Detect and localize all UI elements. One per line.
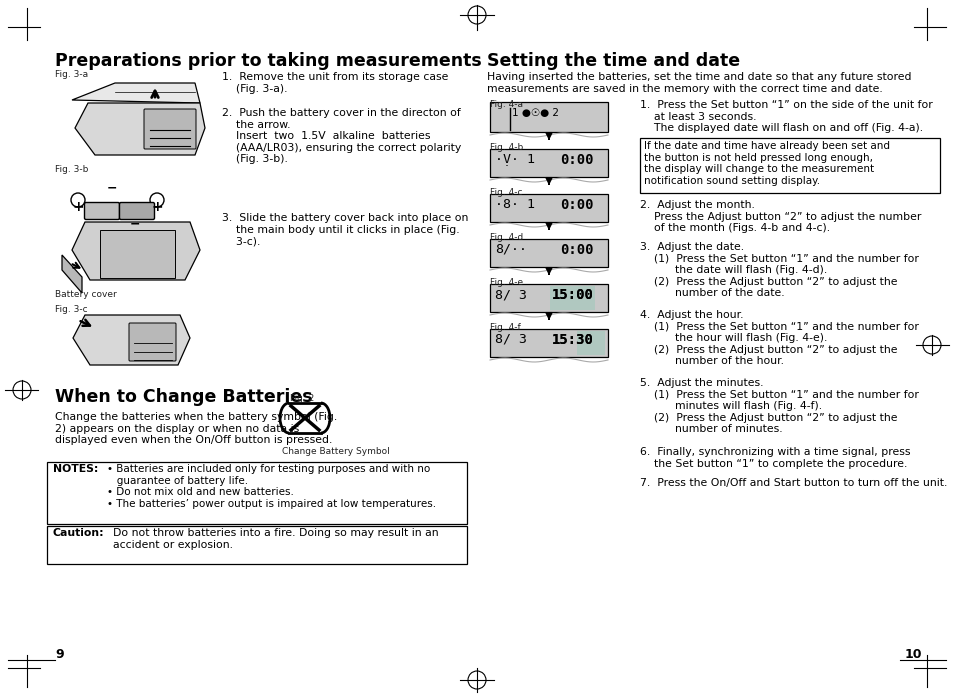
- Text: 4.  Adjust the hour.
    (1)  Press the Set button “1” and the number for
      : 4. Adjust the hour. (1) Press the Set bu…: [639, 310, 918, 366]
- Bar: [47, 462, 467, 524]
- Text: Fig. 3-b: Fig. 3-b: [55, 165, 89, 174]
- Text: 2.  Push the battery cover in the directon of
    the arrow.
    Insert  two  1.: 2. Push the battery cover in the directo…: [222, 108, 460, 165]
- Text: 6.  Finally, synchronizing with a time signal, press
    the Set button “1” to c: 6. Finally, synchronizing with a time si…: [639, 447, 909, 468]
- Text: 10: 10: [904, 648, 922, 661]
- Text: When to Change Batteries: When to Change Batteries: [55, 388, 313, 406]
- Bar: [490, 194, 607, 222]
- Bar: [550, 286, 595, 310]
- Text: 1 ●☉● 2: 1 ●☉● 2: [512, 108, 558, 118]
- Text: ·Ṿ· 1: ·Ṿ· 1: [495, 153, 535, 166]
- Bar: [47, 526, 467, 564]
- FancyBboxPatch shape: [119, 202, 154, 220]
- Text: 8/··: 8/··: [495, 243, 526, 256]
- Text: Caution:: Caution:: [53, 528, 105, 538]
- Text: 1.  Press the Set button “1” on the side of the unit for
    at least 3 seconds.: 1. Press the Set button “1” on the side …: [639, 100, 932, 133]
- Text: 0:00: 0:00: [559, 198, 593, 212]
- Text: • Batteries are included only for testing purposes and with no
   guarantee of b: • Batteries are included only for testin…: [107, 464, 436, 509]
- Polygon shape: [71, 222, 200, 280]
- Text: NOTES:: NOTES:: [53, 464, 98, 474]
- Text: 15:00: 15:00: [552, 288, 594, 302]
- Text: 2.  Adjust the month.
    Press the Adjust button “2” to adjust the number
    o: 2. Adjust the month. Press the Adjust bu…: [639, 200, 921, 234]
- Text: Change the batteries when the battery symbol (Fig.
2) appears on the display or : Change the batteries when the battery sy…: [55, 412, 337, 445]
- Bar: [639, 138, 939, 193]
- Polygon shape: [62, 255, 82, 293]
- Text: 8/ 3: 8/ 3: [495, 288, 526, 301]
- Text: 1.  Remove the unit from its storage case
    (Fig. 3-a).: 1. Remove the unit from its storage case…: [222, 72, 448, 94]
- Text: +: +: [151, 200, 163, 214]
- FancyBboxPatch shape: [85, 202, 119, 220]
- Text: Fig. 4-b: Fig. 4-b: [490, 143, 522, 152]
- Bar: [490, 149, 607, 177]
- FancyBboxPatch shape: [129, 323, 175, 361]
- Text: Preparations prior to taking measurements: Preparations prior to taking measurement…: [55, 52, 481, 70]
- Text: Battery cover: Battery cover: [55, 290, 116, 299]
- Bar: [490, 102, 607, 132]
- Text: 3.  Adjust the date.
    (1)  Press the Set button “1” and the number for
      : 3. Adjust the date. (1) Press the Set bu…: [639, 242, 918, 298]
- Text: Fig. 4-f: Fig. 4-f: [490, 323, 520, 332]
- FancyBboxPatch shape: [144, 109, 195, 149]
- Text: Fig. 3-c: Fig. 3-c: [55, 305, 88, 314]
- Text: +: +: [72, 200, 84, 214]
- Polygon shape: [71, 83, 200, 103]
- Text: Change Battery Symbol: Change Battery Symbol: [282, 447, 390, 456]
- Text: 9: 9: [55, 648, 64, 661]
- Text: −: −: [130, 218, 140, 231]
- Text: Fig. 4-a: Fig. 4-a: [490, 100, 522, 109]
- Bar: [490, 329, 607, 357]
- Text: Fig. 2: Fig. 2: [290, 394, 314, 403]
- FancyBboxPatch shape: [100, 230, 174, 278]
- Polygon shape: [73, 315, 190, 365]
- Text: 0:00: 0:00: [559, 243, 593, 257]
- Bar: [577, 331, 604, 355]
- Text: Setting the time and date: Setting the time and date: [486, 52, 740, 70]
- Text: If the date and time have already been set and
the button is not held pressed lo: If the date and time have already been s…: [643, 141, 889, 186]
- Text: ·8· 1: ·8· 1: [495, 198, 535, 211]
- Text: 8/ 3: 8/ 3: [495, 333, 526, 346]
- Text: measurements are saved in the memory with the correct time and date.: measurements are saved in the memory wit…: [486, 84, 882, 94]
- Text: 0:00: 0:00: [559, 153, 593, 167]
- Text: 15:30: 15:30: [552, 333, 594, 347]
- Bar: [490, 239, 607, 267]
- Text: 3.  Slide the battery cover back into place on
    the main body until it clicks: 3. Slide the battery cover back into pla…: [222, 213, 468, 246]
- Text: −: −: [107, 182, 117, 195]
- Text: 15:30: 15:30: [552, 333, 594, 347]
- Text: Do not throw batteries into a fire. Doing so may result in an
accident or explos: Do not throw batteries into a fire. Doin…: [112, 528, 438, 550]
- Polygon shape: [75, 103, 205, 155]
- Text: 7.  Press the On/Off and Start button to turn off the unit.: 7. Press the On/Off and Start button to …: [639, 478, 946, 488]
- Text: Fig. 3-a: Fig. 3-a: [55, 70, 88, 79]
- Bar: [490, 284, 607, 312]
- Text: Fig. 4-d: Fig. 4-d: [490, 233, 522, 242]
- Text: 15:00: 15:00: [552, 288, 594, 302]
- Text: Fig. 4-e: Fig. 4-e: [490, 278, 522, 287]
- Text: 5.  Adjust the minutes.
    (1)  Press the Set button “1” and the number for
   : 5. Adjust the minutes. (1) Press the Set…: [639, 378, 918, 434]
- Text: Fig. 4-c: Fig. 4-c: [490, 188, 522, 197]
- Text: Having inserted the batteries, set the time and date so that any future stored: Having inserted the batteries, set the t…: [486, 72, 910, 82]
